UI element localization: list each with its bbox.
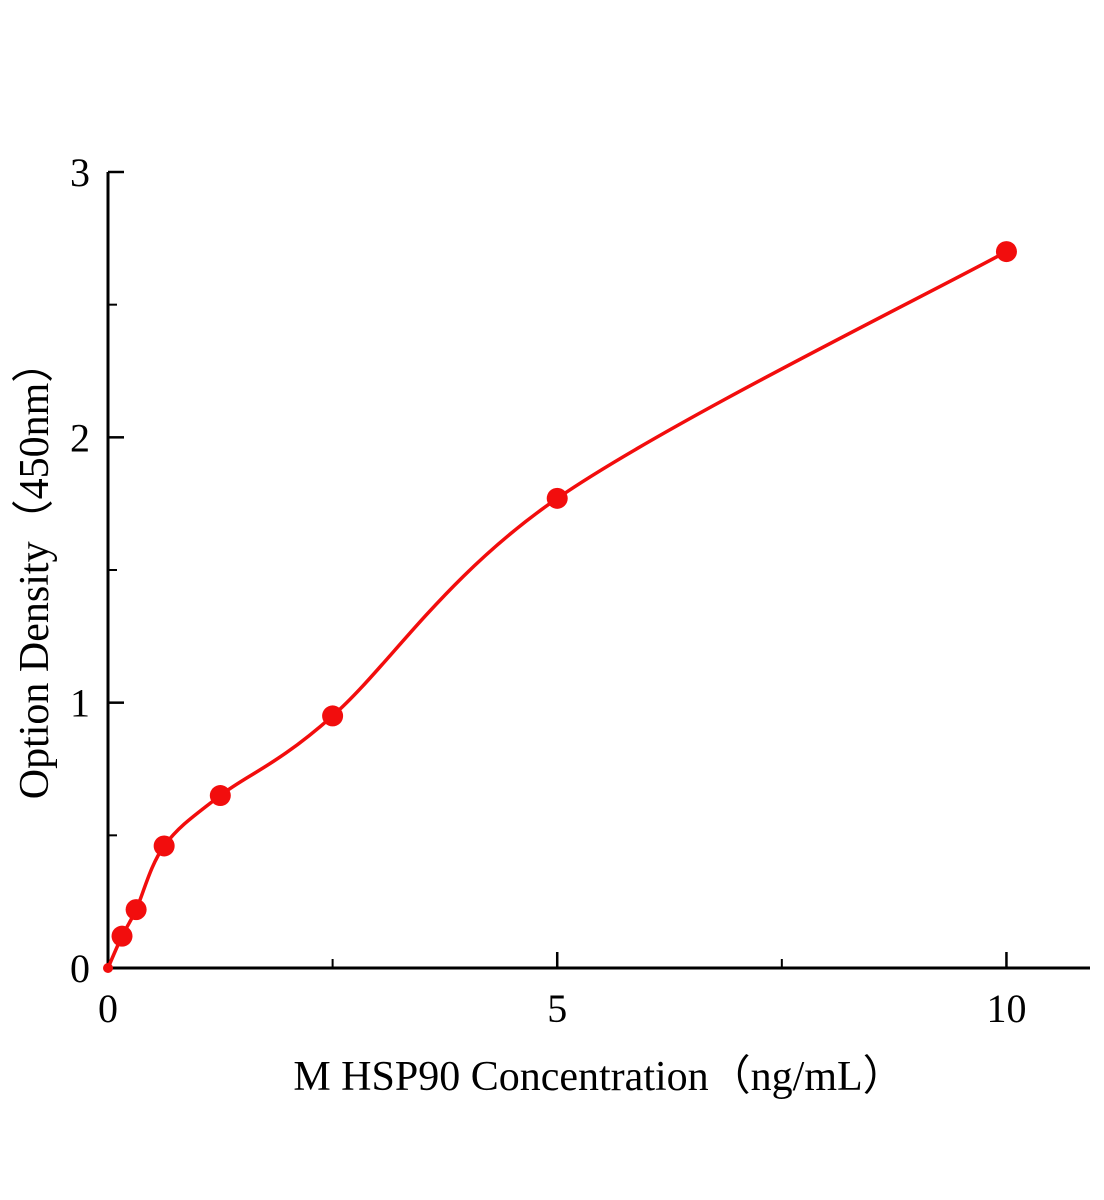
x-tick-label: 0 [98,986,118,1031]
data-point [103,963,113,973]
data-point [125,899,147,921]
x-axis-title: M HSP90 Concentration（ng/mL） [293,1054,904,1100]
x-tick-label: 10 [986,986,1026,1031]
data-point [546,487,568,509]
y-tick-label: 1 [70,681,90,726]
data-point [111,925,133,947]
data-point [209,785,231,807]
data-point [322,705,344,727]
x-tick-label: 5 [547,986,567,1031]
y-tick-label: 0 [70,946,90,991]
fit-curve [106,249,1009,970]
y-tick-label: 2 [70,415,90,460]
y-axis-title: Option Density（450nm） [12,341,58,800]
data-point [153,835,175,857]
y-tick-label: 3 [70,150,90,195]
data-point [995,241,1017,263]
